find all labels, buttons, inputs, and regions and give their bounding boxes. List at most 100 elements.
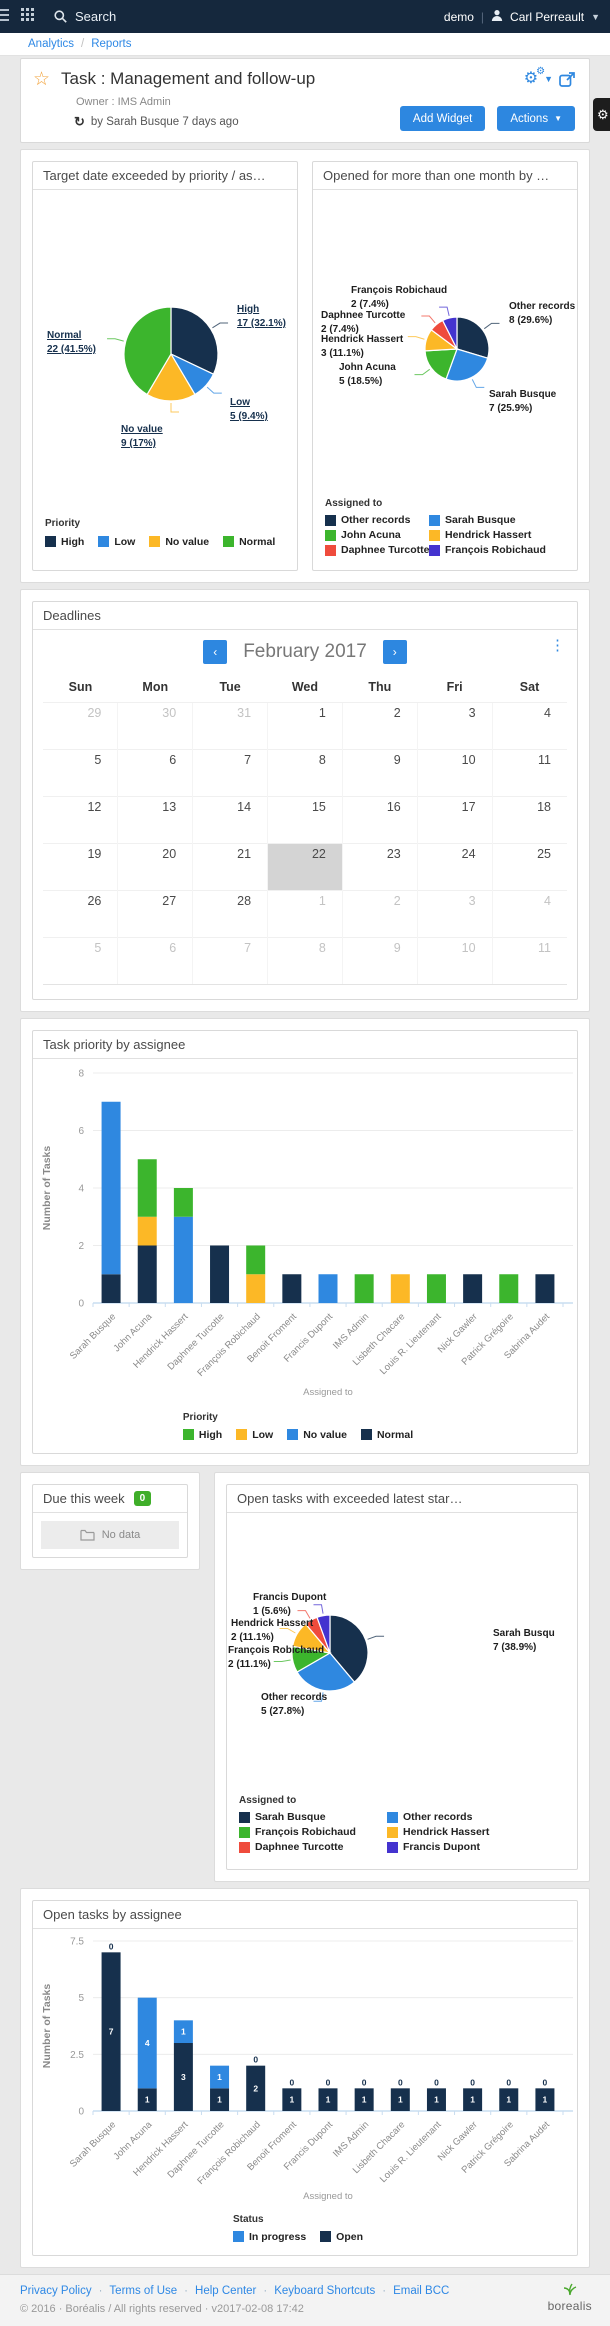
- calendar-day[interactable]: 26: [43, 890, 118, 938]
- calendar-next-button[interactable]: ›: [382, 640, 407, 664]
- calendar-day[interactable]: 23: [341, 843, 418, 891]
- section-open-tasks-pie: Open tasks with exceeded latest star… Fr…: [214, 1472, 590, 1882]
- pie-label-low[interactable]: Low 5 (9.4%): [230, 397, 268, 422]
- calendar-day[interactable]: 20: [117, 843, 193, 891]
- calendar-day[interactable]: 1: [267, 702, 343, 750]
- calendar-day[interactable]: 9: [341, 937, 418, 985]
- settings-caret-icon[interactable]: ▼: [544, 74, 553, 84]
- calendar-day[interactable]: 14: [192, 796, 268, 844]
- calendar-day[interactable]: 1: [267, 890, 343, 938]
- settings-side-tab[interactable]: ⚙: [593, 98, 610, 131]
- calendar-day[interactable]: 24: [416, 843, 493, 891]
- search-input[interactable]: Search: [54, 9, 116, 24]
- legend-swatch: [182, 1429, 194, 1440]
- calendar-day[interactable]: 6: [117, 937, 193, 985]
- copyright: © 2016 · Boréalis / All rights reserved …: [20, 2303, 304, 2315]
- legend-swatch: [45, 536, 56, 547]
- refresh-icon[interactable]: ↻: [74, 114, 85, 129]
- legend-item: Other records: [325, 514, 415, 526]
- svg-text:1: 1: [289, 2095, 294, 2105]
- calendar-day[interactable]: 12: [43, 796, 118, 844]
- legend-swatch: [387, 1826, 398, 1838]
- calendar-day[interactable]: 9: [341, 749, 418, 797]
- footer-link[interactable]: Terms of Use: [109, 2285, 178, 2297]
- widget-due-this-week: Due this week 0 No data: [32, 1484, 188, 1558]
- calendar-dow-header: Mon: [142, 680, 169, 694]
- svg-text:0: 0: [362, 2077, 367, 2087]
- calendar-day[interactable]: 7: [192, 937, 268, 985]
- calendar-day[interactable]: 4: [491, 702, 567, 750]
- calendar-day[interactable]: 2: [341, 890, 418, 938]
- pie-label-no-value[interactable]: No value 9 (17%): [121, 424, 163, 449]
- calendar-day[interactable]: 4: [491, 890, 567, 938]
- calendar-day[interactable]: 27: [117, 890, 193, 938]
- legend-swatch: [232, 2231, 244, 2242]
- calendar-day[interactable]: 16: [341, 796, 418, 844]
- footer-link[interactable]: Privacy Policy: [20, 2285, 92, 2297]
- calendar-day[interactable]: 21: [192, 843, 268, 891]
- svg-text:François Robichaud: François Robichaud: [195, 1311, 263, 1379]
- no-data-placeholder: No data: [41, 1521, 179, 1549]
- calendar-day[interactable]: 11: [491, 749, 567, 797]
- svg-text:2: 2: [253, 2083, 258, 2093]
- calendar-day[interactable]: 18: [491, 796, 567, 844]
- calendar-day[interactable]: 10: [416, 749, 493, 797]
- calendar-day[interactable]: 10: [416, 937, 493, 985]
- search-icon: [54, 10, 67, 23]
- calendar-day[interactable]: 5: [43, 937, 118, 985]
- legend-swatch: [236, 1429, 248, 1440]
- pie-label-normal[interactable]: Normal 22 (41.5%): [47, 330, 96, 355]
- favorite-star-icon[interactable]: ☆: [33, 68, 51, 90]
- calendar-grid: Sun Mon Tue Wed Thu Fri Sat 29 30 31 1 2 3 4 5 6 7 8 9 10 11…: [43, 672, 567, 985]
- legend-item: Low: [236, 1429, 273, 1441]
- calendar-day[interactable]: 5: [43, 749, 118, 797]
- breadcrumb: Analytics / Reports: [0, 33, 610, 56]
- calendar-day[interactable]: 8: [267, 937, 343, 985]
- widget-title: Task priority by assignee: [33, 1031, 577, 1059]
- svg-text:0: 0: [78, 2107, 84, 2118]
- calendar-day[interactable]: 7: [192, 749, 268, 797]
- svg-text:0: 0: [434, 2077, 439, 2087]
- actions-button[interactable]: Actions ▼: [497, 106, 575, 131]
- calendar-day[interactable]: 2: [341, 702, 418, 750]
- calendar-day[interactable]: 3: [416, 702, 493, 750]
- share-icon[interactable]: [559, 71, 575, 87]
- calendar-day-selected[interactable]: 22: [267, 843, 343, 891]
- user-menu[interactable]: Carl Perreault: [510, 9, 585, 24]
- pie-label-high[interactable]: High 17 (32.1%): [237, 304, 286, 329]
- menu-icon[interactable]: [0, 8, 9, 26]
- footer-link[interactable]: Help Center: [195, 2285, 257, 2297]
- calendar-day[interactable]: 6: [117, 749, 193, 797]
- calendar-day[interactable]: 3: [416, 890, 493, 938]
- actions-caret-icon: ▼: [554, 114, 562, 123]
- calendar-kebab-icon[interactable]: ⋮: [550, 637, 565, 654]
- breadcrumb-reports[interactable]: Reports: [91, 38, 132, 50]
- svg-text:Assigned to: Assigned to: [303, 2191, 353, 2202]
- calendar-prev-button[interactable]: ‹: [203, 640, 228, 664]
- report-settings-icon[interactable]: ⚙ ⚙: [523, 66, 546, 87]
- footer-link[interactable]: Email BCC: [393, 2285, 450, 2297]
- legend-item: Sarah Busque: [429, 514, 546, 526]
- calendar-day[interactable]: 19: [43, 843, 118, 891]
- widget-title: Deadlines: [33, 602, 577, 630]
- calendar-day[interactable]: 29: [43, 702, 118, 750]
- calendar-day[interactable]: 28: [192, 890, 268, 938]
- calendar-day[interactable]: 13: [117, 796, 193, 844]
- add-widget-button[interactable]: Add Widget: [399, 106, 486, 131]
- calendar-day[interactable]: 25: [491, 843, 567, 891]
- apps-grid-icon[interactable]: [21, 7, 34, 26]
- footer-link[interactable]: Keyboard Shortcuts: [274, 2285, 376, 2297]
- calendar-day[interactable]: 30: [117, 702, 193, 750]
- svg-text:3: 3: [181, 2072, 186, 2082]
- calendar-day[interactable]: 11: [491, 937, 567, 985]
- chevron-down-icon[interactable]: ▼: [591, 11, 600, 22]
- breadcrumb-analytics[interactable]: Analytics: [28, 38, 75, 50]
- calendar-day[interactable]: 17: [416, 796, 493, 844]
- calendar-week-row: 5 6 7 8 9 10 11: [43, 749, 567, 797]
- legend-swatch: [360, 1429, 372, 1440]
- calendar-day[interactable]: 31: [192, 702, 268, 750]
- calendar-day[interactable]: 8: [267, 749, 343, 797]
- calendar-day[interactable]: 15: [267, 796, 343, 844]
- pie-label: Hendrick Hassert 3 (11.1%): [321, 334, 404, 359]
